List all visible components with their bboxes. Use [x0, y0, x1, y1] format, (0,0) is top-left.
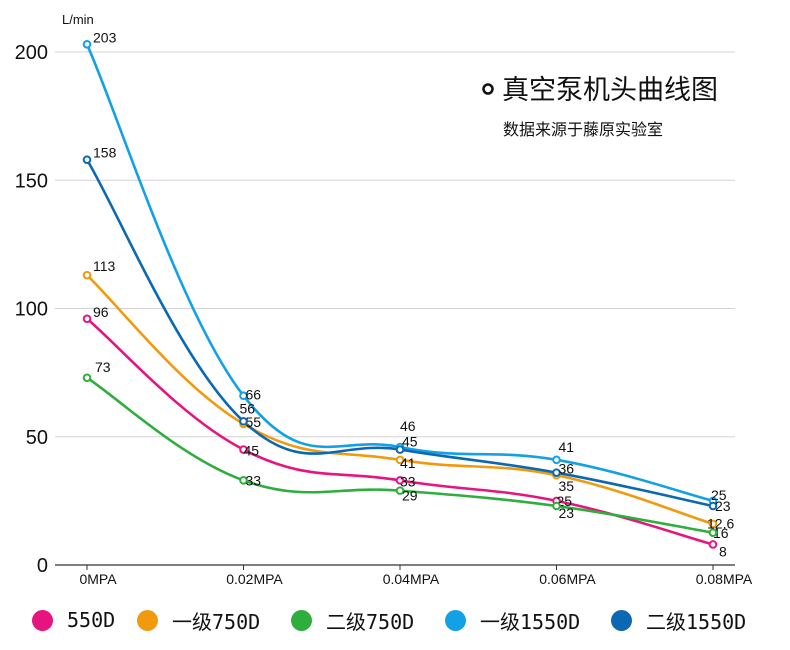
- legend-swatch-icon: [291, 609, 312, 631]
- legend-label: 二级750D: [326, 609, 415, 634]
- data-point: [239, 445, 248, 454]
- data-label: 45: [244, 443, 260, 459]
- legend-item[interactable]: 二级750D: [291, 600, 414, 640]
- data-label: 203: [93, 29, 117, 45]
- y-axis-label: L/min: [62, 12, 94, 27]
- chart-title: 真空泵机头曲线图: [502, 75, 718, 106]
- gridlines: [55, 51, 735, 438]
- data-point: [82, 314, 92, 324]
- data-point: [82, 270, 92, 280]
- y-tick-label: 150: [15, 170, 48, 192]
- data-label: 73: [95, 359, 111, 375]
- data-label: 41: [400, 455, 416, 471]
- legend-label: 一级750D: [172, 609, 261, 634]
- data-point: [708, 540, 718, 549]
- data-point: [239, 391, 248, 401]
- data-labels: 964533258113554135167333292312.620366464…: [82, 29, 734, 559]
- y-tick-label: 200: [15, 42, 48, 64]
- legend-label: 二级1550D: [646, 609, 747, 634]
- legend-swatch-icon: [445, 609, 466, 631]
- title-marker-icon: [482, 83, 494, 95]
- data-label: 33: [246, 472, 262, 488]
- x-tick-label: 0.04MPA: [383, 571, 440, 587]
- data-point: [82, 373, 92, 383]
- data-point: [552, 501, 561, 511]
- data-point: [708, 501, 718, 511]
- legend: 550D 一级750D 二级750D 一级1550D 二级1550D: [0, 600, 790, 640]
- x-tick-label: 0.06MPA: [539, 571, 596, 587]
- y-tick-label: 50: [26, 427, 48, 449]
- legend-swatch-icon: [32, 609, 53, 631]
- data-point: [239, 476, 248, 485]
- data-label: 66: [246, 387, 262, 403]
- data-point: [552, 468, 561, 477]
- data-label: 36: [559, 461, 575, 477]
- chart-area: 0 50 100 150 200 0MPA 0.02MPA 0.04MPA 0.06MPA 0.0…: [15, 12, 753, 587]
- data-point: [82, 40, 92, 49]
- data-point: [395, 445, 405, 454]
- y-tick-label: 0: [37, 555, 48, 577]
- data-label: 16: [713, 525, 729, 541]
- series-line: [85, 273, 715, 526]
- chart-subtitle: 数据来源于藤原实验室: [503, 120, 663, 139]
- legend-item[interactable]: 一级750D: [137, 600, 260, 640]
- data-point: [552, 455, 561, 465]
- data-label: 113: [93, 258, 116, 274]
- data-label: 56: [240, 400, 256, 416]
- data-label: 96: [93, 304, 109, 320]
- data-label: 23: [715, 498, 731, 514]
- x-tick-label: 0.02MPA: [226, 571, 283, 587]
- x-tick-label: 0.08MPA: [696, 571, 753, 587]
- data-label: 46: [400, 418, 416, 434]
- chart-title-group: 真空泵机头曲线图 数据来源于藤原实验室: [482, 75, 718, 139]
- x-tick-label: 0MPA: [79, 571, 117, 587]
- legend-label: 一级1550D: [480, 609, 581, 634]
- data-label: 12.6: [707, 516, 734, 532]
- legend-item[interactable]: 550D: [32, 600, 115, 640]
- data-label: 23: [559, 505, 575, 521]
- series-lines: [85, 43, 715, 546]
- data-label: 55: [246, 414, 262, 430]
- data-label: 45: [402, 434, 418, 450]
- data-label: 33: [400, 473, 416, 489]
- series-line: [85, 158, 715, 508]
- data-label: 29: [402, 488, 418, 504]
- y-tick-label: 100: [15, 299, 48, 321]
- data-label: 41: [559, 439, 575, 455]
- legend-swatch-icon: [611, 609, 632, 631]
- data-point: [395, 476, 405, 485]
- data-point: [395, 455, 405, 465]
- axes: 0 50 100 150 200 0MPA 0.02MPA 0.04MPA 0.06MPA 0.0…: [15, 42, 753, 587]
- series-line: [85, 43, 715, 503]
- data-label: 25: [711, 487, 727, 503]
- legend-label: 550D: [67, 608, 116, 632]
- legend-item[interactable]: 一级1550D: [445, 600, 580, 640]
- data-point: [82, 155, 92, 165]
- data-point: [395, 486, 405, 495]
- data-label: 35: [559, 478, 575, 494]
- data-point: [708, 528, 718, 537]
- data-label: 158: [93, 145, 117, 161]
- data-label: 8: [719, 543, 727, 559]
- legend-item[interactable]: 二级1550D: [611, 600, 746, 640]
- legend-swatch-icon: [137, 609, 158, 631]
- data-point: [239, 417, 248, 426]
- data-point: [708, 519, 718, 529]
